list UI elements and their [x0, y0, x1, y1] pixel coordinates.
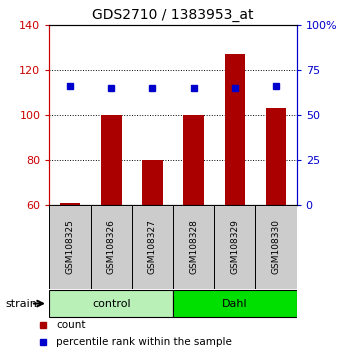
Title: GDS2710 / 1383953_at: GDS2710 / 1383953_at: [92, 8, 254, 22]
Bar: [49, 290, 173, 317]
Text: strain: strain: [5, 298, 37, 309]
Bar: [173, 290, 297, 317]
Bar: [101, 115, 121, 205]
Text: count: count: [56, 320, 86, 330]
Text: GSM108325: GSM108325: [65, 219, 75, 274]
Bar: [49, 205, 91, 289]
Bar: [60, 203, 80, 205]
Text: control: control: [92, 298, 131, 309]
Bar: [225, 54, 245, 205]
Text: GSM108327: GSM108327: [148, 219, 157, 274]
Text: GSM108326: GSM108326: [107, 219, 116, 274]
Bar: [266, 108, 286, 205]
Bar: [173, 205, 214, 289]
Text: percentile rank within the sample: percentile rank within the sample: [56, 337, 232, 347]
Bar: [255, 205, 297, 289]
Bar: [132, 205, 173, 289]
Bar: [214, 205, 255, 289]
Text: GSM108328: GSM108328: [189, 219, 198, 274]
Bar: [183, 115, 204, 205]
Text: GSM108329: GSM108329: [231, 219, 239, 274]
Text: GSM108330: GSM108330: [271, 219, 281, 274]
Bar: [91, 205, 132, 289]
Bar: [142, 160, 163, 205]
Text: Dahl: Dahl: [222, 298, 248, 309]
